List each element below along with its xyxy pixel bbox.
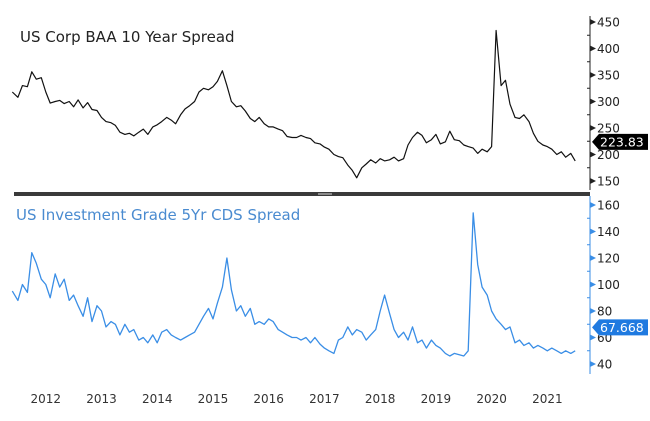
y-major-tick	[590, 228, 596, 235]
panel-title-cds: US Investment Grade 5Yr CDS Spread	[16, 206, 300, 224]
y-major-tick	[590, 98, 596, 105]
last-value-label-baa: 223.83	[600, 134, 644, 149]
y-major-tick	[590, 151, 596, 158]
x-tick-label: 2018	[365, 392, 396, 406]
last-value-tag-shape-baa	[592, 133, 648, 150]
y-tick-label: 80	[597, 305, 612, 319]
y-major-tick	[590, 19, 596, 25]
y-tick-label: 450	[597, 16, 620, 30]
y-major-tick	[590, 202, 596, 208]
panel-divider[interactable]	[14, 192, 590, 196]
x-tick-label: 2012	[30, 392, 61, 406]
divider-bar[interactable]	[14, 192, 590, 196]
y-major-tick	[590, 72, 596, 78]
y-tick-label: 140	[597, 225, 620, 239]
series-line-cds	[11, 212, 576, 357]
x-tick-label: 2019	[421, 392, 452, 406]
y-major-tick	[590, 281, 596, 288]
last-value-tag-shape-cds	[592, 319, 648, 336]
y-tick-label: 40	[597, 358, 612, 372]
x-tick-label: 2020	[476, 392, 507, 406]
x-tick-label: 2021	[532, 392, 563, 406]
y-tick-label: 120	[597, 252, 620, 266]
x-axis-labels: 2012 2013 2014 2015 2016 2017 2018 2019 2020 2021	[30, 392, 562, 406]
y-tick-label: 250	[597, 122, 620, 136]
y-tick-label: 200	[597, 148, 620, 162]
y-tick-label: 350	[597, 69, 620, 83]
y-major-tick	[590, 125, 596, 131]
y-major-tick	[590, 334, 596, 341]
y-ticks-top: 150 200 250 300 350 400 450	[587, 16, 620, 189]
series-line-baa	[11, 29, 576, 179]
y-major-tick	[590, 178, 596, 184]
y-major-tick	[590, 308, 596, 314]
panel-title-baa: US Corp BAA 10 Year Spread	[20, 28, 235, 46]
last-value-tag-cds: 67.668	[592, 319, 648, 336]
y-tick-label: 300	[597, 95, 620, 109]
y-tick-label: 400	[597, 42, 620, 56]
x-tick-label: 2013	[86, 392, 117, 406]
y-tick-label: 160	[597, 199, 620, 213]
y-tick-label: 150	[597, 175, 620, 189]
x-tick-label: 2016	[253, 392, 284, 406]
y-major-tick	[590, 361, 596, 367]
y-major-tick	[590, 255, 596, 261]
divider-grip[interactable]	[318, 193, 332, 195]
panel-baa-spread: US Corp BAA 10 Year Spread 150 200 250 300 3…	[11, 16, 648, 190]
last-value-label-cds: 67.668	[600, 320, 644, 335]
x-tick-label: 2017	[309, 392, 340, 406]
x-tick-label: 2015	[198, 392, 229, 406]
panel-cds-spread: US Investment Grade 5Yr CDS Spread 40608…	[11, 196, 648, 374]
x-tick-label: 2014	[142, 392, 173, 406]
last-value-tag-baa: 223.83	[592, 133, 648, 150]
y-tick-label: 100	[597, 278, 620, 292]
y-major-tick	[590, 45, 596, 52]
